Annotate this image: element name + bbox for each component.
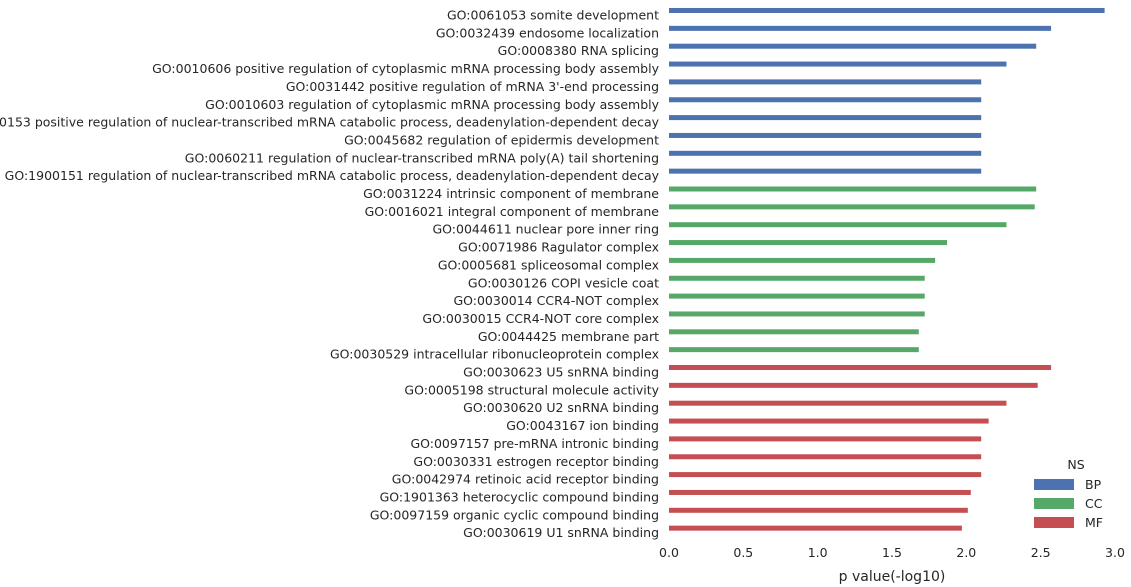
category-label: GO:0005198 structural molecule activity — [404, 382, 659, 397]
legend-label-cc: CC — [1085, 496, 1103, 511]
x-axis-label: p value(-log10) — [839, 569, 946, 585]
category-labels: GO:0061053 somite development GO:0032439 … — [0, 8, 660, 541]
category-label: GO:0010603 regulation of cytoplasmic mRN… — [205, 97, 659, 112]
bar-mf — [669, 526, 962, 531]
legend-label-bp: BP — [1085, 477, 1102, 492]
bar-mf — [669, 508, 968, 513]
category-label: GO:0030126 COPI vesicle coat — [468, 275, 659, 290]
category-label: GO:0030331 estrogen receptor binding — [413, 454, 659, 469]
category-label: GO:0043167 ion binding — [506, 418, 659, 433]
bar-mf — [669, 401, 1006, 406]
category-label: GO:0030623 U5 snRNA binding — [463, 365, 659, 380]
legend-swatch-mf — [1034, 517, 1074, 528]
x-tick-label: 2.0 — [956, 545, 976, 560]
x-tick-label: 0.0 — [659, 545, 679, 560]
bar-bp — [669, 169, 981, 174]
category-label: GO:0031442 positive regulation of mRNA 3… — [286, 79, 659, 94]
category-label: GO:0045682 regulation of epidermis devel… — [344, 132, 659, 147]
category-label: GO:0071986 Ragulator complex — [458, 240, 659, 255]
legend-swatch-cc — [1034, 498, 1074, 509]
legend: NS BP CC MF — [1034, 457, 1103, 530]
bar-bp — [669, 26, 1051, 31]
bar-cc — [669, 222, 1006, 227]
category-label: GO:0016021 integral component of membran… — [365, 204, 660, 219]
x-axis-ticks: 0.0 0.5 1.0 1.5 2.0 2.5 3.0 — [659, 545, 1125, 560]
bar-chart: GO:0061053 somite development GO:0032439 … — [0, 0, 1131, 587]
category-label: GO:1900153 positive regulation of nuclea… — [0, 115, 660, 130]
bar-cc — [669, 311, 925, 316]
bar-cc — [669, 347, 919, 352]
bar-bp — [669, 133, 981, 138]
category-label: GO:0030620 U2 snRNA binding — [463, 400, 659, 415]
category-label: GO:0005681 spliceosomal complex — [438, 257, 659, 272]
category-label: GO:0031224 intrinsic component of membra… — [363, 186, 659, 201]
x-tick-label: 1.0 — [808, 545, 828, 560]
bar-cc — [669, 276, 925, 281]
category-label: GO:0097159 organic cyclic compound bindi… — [370, 507, 659, 522]
bar-cc — [669, 258, 935, 263]
bar-bp — [669, 151, 981, 156]
x-tick-label: 1.5 — [882, 545, 902, 560]
bar-bp — [669, 8, 1105, 13]
category-label: GO:0030619 U1 snRNA binding — [463, 525, 659, 540]
bar-cc — [669, 187, 1036, 192]
category-label: GO:1901363 heterocyclic compound binding — [380, 489, 659, 504]
category-label: GO:0060211 regulation of nuclear-transcr… — [185, 150, 659, 165]
bar-mf — [669, 436, 981, 441]
category-label: GO:0032439 endosome localization — [436, 25, 659, 40]
category-label: GO:0030014 CCR4-NOT complex — [453, 293, 659, 308]
bar-bp — [669, 79, 981, 84]
category-label: GO:0030529 intracellular ribonucleoprote… — [330, 347, 659, 362]
bar-mf — [669, 365, 1051, 370]
legend-label-mf: MF — [1085, 515, 1103, 530]
bar-bp — [669, 115, 981, 120]
bar-mf — [669, 383, 1038, 388]
category-label: GO:0044425 membrane part — [478, 329, 659, 344]
x-tick-label: 3.0 — [1105, 545, 1125, 560]
bar-mf — [669, 490, 971, 495]
bar-cc — [669, 329, 919, 334]
category-label: GO:0061053 somite development — [447, 8, 659, 23]
bar-bp — [669, 62, 1006, 67]
bar-bp — [669, 97, 981, 102]
category-label: GO:0097157 pre-mRNA intronic binding — [410, 436, 659, 451]
category-label: GO:1900151 regulation of nuclear-transcr… — [5, 168, 660, 183]
legend-title: NS — [1067, 457, 1084, 472]
legend-items: BP CC MF — [1034, 477, 1103, 530]
bars-layer — [669, 8, 1105, 531]
category-label: GO:0010606 positive regulation of cytopl… — [152, 61, 659, 76]
category-label: GO:0030015 CCR4-NOT core complex — [422, 311, 659, 326]
bar-cc — [669, 204, 1035, 209]
bar-mf — [669, 472, 981, 477]
bar-cc — [669, 240, 947, 245]
category-label: GO:0008380 RNA splicing — [498, 43, 659, 58]
bar-cc — [669, 294, 925, 299]
category-label: GO:0042974 retinoic acid receptor bindin… — [392, 472, 659, 487]
bar-mf — [669, 454, 981, 459]
legend-swatch-bp — [1034, 479, 1074, 490]
bar-bp — [669, 44, 1036, 49]
category-label: GO:0044611 nuclear pore inner ring — [432, 222, 659, 237]
x-tick-label: 2.5 — [1031, 545, 1051, 560]
x-tick-label: 0.5 — [733, 545, 753, 560]
bar-mf — [669, 419, 989, 424]
